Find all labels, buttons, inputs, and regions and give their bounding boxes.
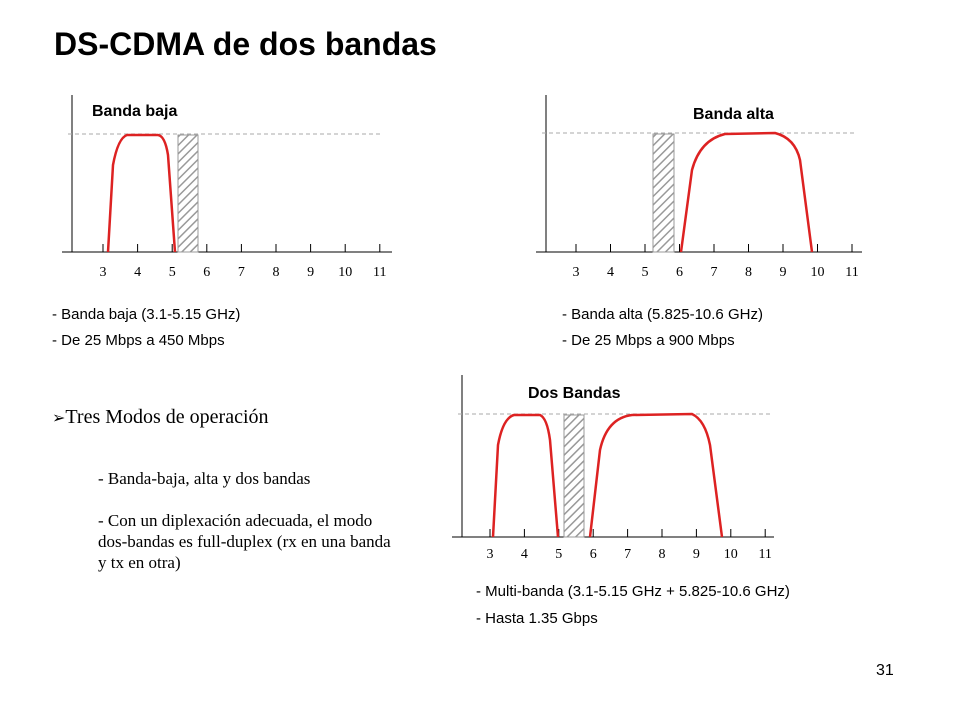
low-band-rate-note: - De 25 Mbps a 450 Mbps <box>52 332 225 349</box>
guard-band-hatch <box>563 414 585 538</box>
tick-label: 10 <box>811 265 825 280</box>
tick-label: 8 <box>273 265 280 280</box>
mode-item-2: - Con un diplexación adecuada, el modo d… <box>98 511 391 572</box>
tick-label: 10 <box>724 547 738 562</box>
tick-label: 9 <box>693 547 700 562</box>
low-band-curve <box>491 413 560 538</box>
tick-labels: 3 4 5 6 7 8 9 10 11 <box>100 265 387 280</box>
tick-label: 7 <box>711 265 718 280</box>
tick-label: 4 <box>521 547 528 562</box>
tick-label: 6 <box>676 265 683 280</box>
tick-labels: 3 4 5 6 7 8 9 10 11 <box>573 265 859 280</box>
guard-band-hatch <box>177 134 199 253</box>
tick-label: 7 <box>238 265 245 280</box>
tick-marks <box>102 244 381 252</box>
diagram-low-band: 3 4 5 6 7 8 9 10 11 Banda baja <box>62 95 392 280</box>
tick-label: 11 <box>373 265 386 280</box>
low-band-range-note: - Banda baja (3.1-5.15 GHz) <box>52 306 241 323</box>
tick-label: 6 <box>203 265 210 280</box>
tick-label: 5 <box>555 547 562 562</box>
tick-label: 3 <box>573 265 580 280</box>
tick-label: 4 <box>607 265 614 280</box>
diagram-high-band: 3 4 5 6 7 8 9 10 11 Banda alta <box>536 95 862 280</box>
slide-title: DS-CDMA de dos bandas <box>54 26 437 62</box>
high-band-range-note: - Banda alta (5.825-10.6 GHz) <box>562 306 763 323</box>
high-band-curve <box>679 131 814 253</box>
tick-label: 8 <box>745 265 752 280</box>
bullet-arrow-icon: ➢ <box>52 408 66 427</box>
diagram-dual-label: Dos Bandas <box>528 385 621 402</box>
tick-label: 11 <box>758 547 771 562</box>
tick-marks <box>489 529 766 537</box>
tick-labels: 3 4 5 6 7 8 9 10 11 <box>487 547 772 562</box>
tick-marks <box>575 244 853 252</box>
page-number: 31 <box>876 662 894 679</box>
tick-label: 3 <box>100 265 107 280</box>
low-band-curve <box>106 133 177 253</box>
modes-heading-text: Tres Modos de operación <box>65 406 269 428</box>
tick-label: 10 <box>338 265 352 280</box>
tick-label: 11 <box>845 265 858 280</box>
diagram-dual-band: 3 4 5 6 7 8 9 10 11 Dos Bandas <box>452 375 774 562</box>
tick-label: 7 <box>624 547 631 562</box>
tick-label: 9 <box>780 265 787 280</box>
guard-band-hatch <box>652 133 675 253</box>
high-band-rate-note: - De 25 Mbps a 900 Mbps <box>562 332 735 349</box>
diagram-high-label: Banda alta <box>693 106 774 123</box>
tick-label: 5 <box>169 265 176 280</box>
tick-label: 9 <box>307 265 314 280</box>
diagram-low-label: Banda baja <box>92 103 177 120</box>
tick-label: 5 <box>642 265 649 280</box>
tick-label: 4 <box>134 265 141 280</box>
tick-label: 6 <box>590 547 597 562</box>
high-band-curve <box>588 412 724 538</box>
dual-band-range-note: - Multi-banda (3.1-5.15 GHz + 5.825-10.6… <box>476 583 790 600</box>
tick-label: 8 <box>659 547 666 562</box>
tick-label: 3 <box>487 547 494 562</box>
modes-heading: ➢Tres Modos de operación <box>52 406 269 429</box>
mode-item-1: - Banda-baja, alta y dos bandas <box>98 469 311 488</box>
dual-band-rate-note: - Hasta 1.35 Gbps <box>476 610 598 627</box>
